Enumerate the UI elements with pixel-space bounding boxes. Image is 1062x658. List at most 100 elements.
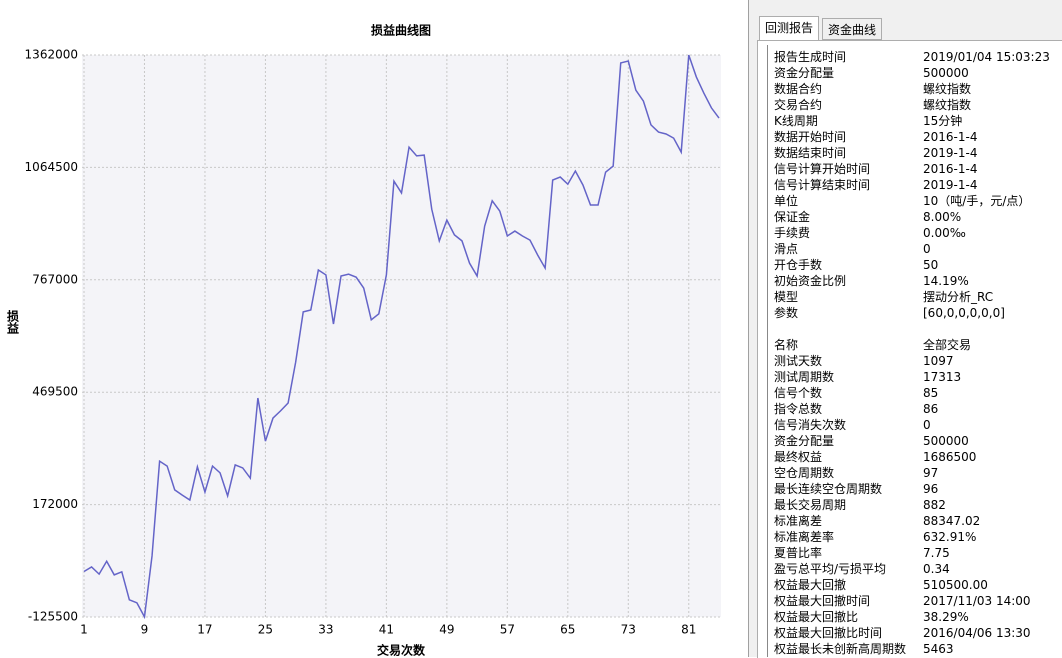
x-tick-label: 57 [500,623,515,637]
report-cell: 0.34 [923,562,950,576]
report-cell: 50 [923,258,939,272]
report-cell: 滑点 [774,242,799,256]
report-cell: 参数 [774,306,799,320]
report-cell: 5463 [923,642,954,656]
report-cell: 2019-1-4 [923,146,978,160]
x-tick-label: 65 [560,623,575,637]
report-cell: 2016-1-4 [923,162,978,176]
report-cell: 85 [923,386,939,400]
report-cell: 初始资金比例 [774,274,847,288]
x-tick-label: 73 [621,623,636,637]
report-list: 报告生成时间 2019/01/04 15:03:23 资金分配量 500000 数据合约… [767,45,1062,657]
report-cell: 全部交易 [923,338,972,352]
report-cell: K线周期 [774,114,818,128]
y-tick-label: 1064500 [25,160,78,174]
report-cell: 权益最长未创新高周期数 [774,642,907,656]
report-cell: 夏普比率 [774,546,823,560]
report-cell: 10（吨/手，元/点） [923,194,1031,208]
y-tick-label: -125500 [28,610,78,624]
report-cell: 500000 [923,434,969,448]
report-cell: 权益最大回撤比 [774,610,859,624]
report-cell: 开仓手数 [774,258,823,272]
report-cell: 510500.00 [923,578,988,592]
report-cell: 资金分配量 [774,66,835,80]
report-cell: 保证金 [774,210,811,224]
x-tick-label: 81 [681,623,696,637]
report-cell: 螺纹指数 [923,82,972,96]
report-cell: 数据结束时间 [774,146,847,160]
report-cell: 摆动分析_RC [923,290,994,304]
report-cell: 86 [923,402,939,416]
report-cell: 97 [923,466,939,480]
report-box [757,40,1062,658]
report-cell: 权益最大回撤 [774,578,847,592]
report-cell: [60,0,0,0,0,0] [923,306,1005,320]
report-cell: 1686500 [923,450,977,464]
y-tick-label: 172000 [32,497,78,511]
report-cell: 资金分配量 [774,434,835,448]
report-cell: 0.00‰ [923,226,966,240]
report-cell: 17313 [923,370,962,384]
report-cell: 632.91% [923,530,977,544]
x-tick-label: 1 [80,623,88,637]
report-cell: 盈亏总平均/亏损平均 [774,562,887,576]
y-tick-label: 1362000 [25,48,78,62]
report-cell: 2019/01/04 15:03:23 [923,50,1050,64]
report-cell: 2016/04/06 13:30 [923,626,1031,640]
plot-area [82,55,721,617]
report-cell: 数据合约 [774,82,823,96]
report-cell: 螺纹指数 [923,98,972,112]
report-cell: 信号计算开始时间 [774,162,871,176]
x-tick-label: 49 [439,623,454,637]
x-tick-label: 25 [258,623,273,637]
y-axis-label: 损益 [6,309,20,335]
report-cell: 2017/11/03 14:00 [923,594,1031,608]
report-cell: 500000 [923,66,969,80]
report-cell: 96 [923,482,939,496]
x-axis-label: 交易次数 [377,643,426,658]
report-cell: 88347.02 [923,514,981,528]
report-cell: 空仓周期数 [774,466,835,480]
tab[interactable]: 资金曲线 [822,18,883,40]
report-cell: 交易合约 [774,98,823,112]
report-cell: 模型 [774,290,799,304]
report-cell: 最长交易周期 [774,498,847,512]
x-tick-label: 9 [141,623,149,637]
report-cell: 0 [923,242,931,256]
report-cell: 14.19% [923,274,969,288]
report-cell: 权益最大回撤时间 [774,594,871,608]
report-cell: 7.75 [923,546,950,560]
report-cell: 2019-1-4 [923,178,978,192]
x-tick-label: 41 [379,623,394,637]
report-panel: 回测报告 资金曲线 报告生成时间 2019/01/04 15:03:23 资金分配量… [748,0,1062,658]
line-series [83,54,720,620]
x-tick-label: 17 [197,623,212,637]
chart: 损益曲线图 交易次数 损益 -125500 172000 469500 767000 1… [6,23,721,658]
report-cell: 标准离差率 [774,530,835,544]
report-cell: 信号消失次数 [774,418,847,432]
report-cell: 单位 [774,194,799,208]
tab[interactable]: 回测报告 [759,16,820,41]
x-tick-label: 33 [318,623,333,637]
report-cell: 信号计算结束时间 [774,178,871,192]
report-cell: 数据开始时间 [774,130,847,144]
report-cell: 标准离差 [774,514,823,528]
chart-title: 损益曲线图 [371,23,431,38]
report-cell: 最长连续空仓周期数 [774,482,883,496]
report-cell: 权益最大回撤比时间 [774,626,883,640]
report-cell: 15分钟 [923,114,963,128]
report-cell: 最终权益 [774,450,823,464]
report-cell: 882 [923,498,946,512]
report-cell: 指令总数 [774,402,823,416]
report-cell: 8.00% [923,210,962,224]
report-cell: 报告生成时间 [774,50,847,64]
report-cell: 1097 [923,354,954,368]
report-cell: 0 [923,418,931,432]
report-cell: 测试天数 [774,354,823,368]
report-cell: 38.29% [923,610,969,624]
report-cell: 名称 [774,338,799,352]
y-tick-label: 469500 [32,385,78,399]
report-cell: 手续费 [774,226,811,240]
y-tick-label: 767000 [32,272,78,286]
